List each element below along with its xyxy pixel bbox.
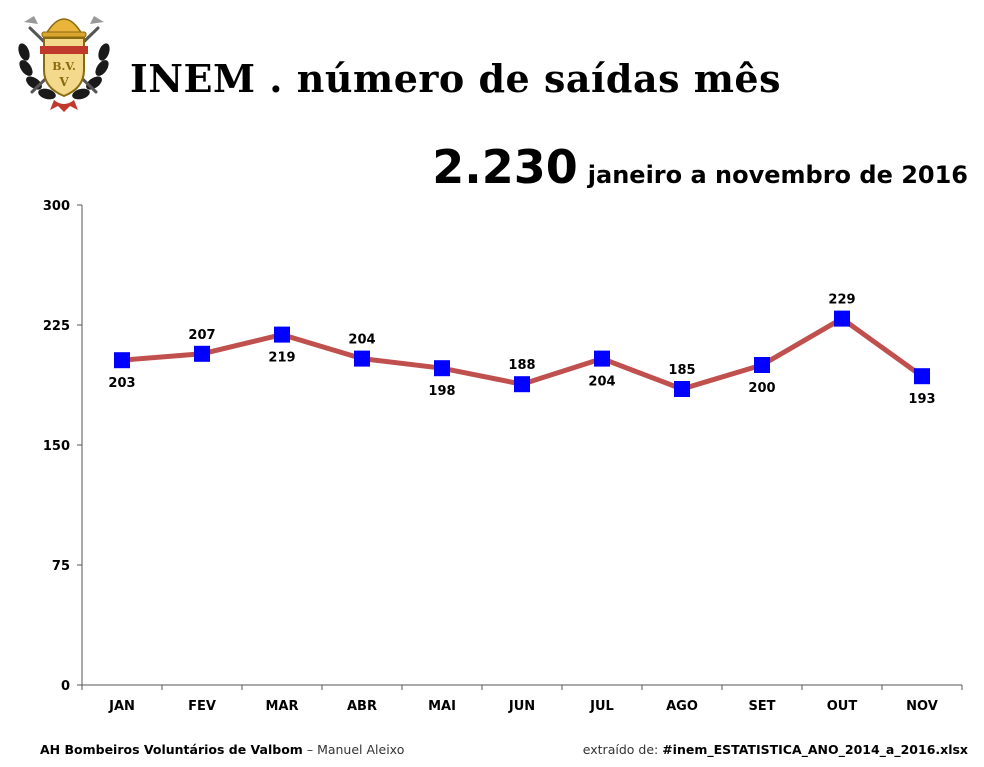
data-label: 219 xyxy=(268,351,295,366)
data-point xyxy=(594,350,610,367)
x-tick-label: FEV xyxy=(188,699,216,714)
data-point xyxy=(354,350,370,367)
y-tick-label: 0 xyxy=(61,679,70,694)
svg-text:V: V xyxy=(58,75,69,89)
data-point xyxy=(754,357,770,373)
footer-separator: – xyxy=(306,742,314,757)
data-point xyxy=(434,360,450,377)
footer-source-label: extraído de: xyxy=(582,742,659,757)
x-tick-label: OUT xyxy=(827,699,858,714)
page-title: INEM . número de saídas mês xyxy=(130,56,781,101)
data-label: 203 xyxy=(108,376,135,391)
y-tick-label: 225 xyxy=(43,319,70,334)
footer-author: Manuel Aleixo xyxy=(317,742,405,757)
data-point xyxy=(674,381,690,397)
data-label: 193 xyxy=(908,392,935,407)
data-point xyxy=(914,368,930,385)
x-tick-label: SET xyxy=(748,699,775,714)
x-tick-label: JUL xyxy=(589,699,614,714)
x-tick-label: JAN xyxy=(108,699,135,714)
data-label: 229 xyxy=(828,293,855,308)
x-tick-label: ABR xyxy=(347,699,377,714)
data-point xyxy=(194,345,210,362)
data-point xyxy=(274,326,290,343)
data-point xyxy=(514,376,530,393)
data-label: 204 xyxy=(588,375,615,390)
x-tick-label: MAI xyxy=(428,699,456,714)
footer-source-file: #inem_ESTATISTICA_ANO_2014_a_2016.xlsx xyxy=(662,742,968,757)
data-label: 185 xyxy=(668,363,695,378)
x-tick-label: AGO xyxy=(666,699,698,714)
total-headline: 2.230 janeiro a novembro de 2016 xyxy=(432,140,968,194)
data-label: 204 xyxy=(348,333,375,348)
x-tick-label: JUN xyxy=(508,699,535,714)
data-label: 188 xyxy=(508,358,535,373)
total-value: 2.230 xyxy=(432,140,578,194)
svg-text:B.V.: B.V. xyxy=(52,60,76,73)
data-label: 207 xyxy=(188,328,215,343)
y-tick-label: 75 xyxy=(52,559,70,574)
footer-credit: AH Bombeiros Voluntários de Valbom – Man… xyxy=(40,742,404,757)
data-label: 200 xyxy=(748,381,775,396)
y-tick-label: 300 xyxy=(43,199,70,214)
line-chart: 0 75 150 225 300 JAN FEV MAR ABR MAI JUN JUL AGO SET O… xyxy=(43,199,963,714)
data-label: 198 xyxy=(428,384,455,399)
x-tick-label: NOV xyxy=(906,699,938,714)
fire-brigade-crest-icon: B.V. V xyxy=(18,16,110,112)
period-label: janeiro a novembro de 2016 xyxy=(587,161,968,189)
data-point xyxy=(114,352,130,369)
footer-source: extraído de: #inem_ESTATISTICA_ANO_2014_… xyxy=(583,742,968,757)
y-tick-label: 150 xyxy=(43,439,70,454)
footer-organization: AH Bombeiros Voluntários de Valbom xyxy=(40,742,303,757)
x-tick-label: MAR xyxy=(265,699,298,714)
data-point xyxy=(834,310,850,327)
